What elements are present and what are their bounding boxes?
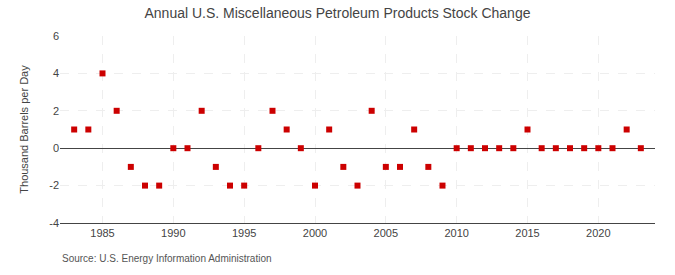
svg-text:2010: 2010 <box>444 227 468 239</box>
svg-text:6: 6 <box>53 30 59 42</box>
svg-text:-4: -4 <box>49 217 59 229</box>
svg-text:2020: 2020 <box>586 227 610 239</box>
svg-text:Thousand Barrels per Day: Thousand Barrels per Day <box>18 65 30 194</box>
svg-text:2: 2 <box>53 105 59 117</box>
svg-text:2015: 2015 <box>515 227 539 239</box>
svg-text:1990: 1990 <box>161 227 185 239</box>
svg-text:1985: 1985 <box>90 227 114 239</box>
svg-text:Source: U.S. Energy Informatio: Source: U.S. Energy Information Administ… <box>62 253 272 264</box>
svg-text:2005: 2005 <box>374 227 398 239</box>
svg-text:1995: 1995 <box>232 227 256 239</box>
svg-text:0: 0 <box>53 142 59 154</box>
svg-text:2000: 2000 <box>303 227 327 239</box>
svg-text:4: 4 <box>53 67 59 79</box>
svg-text:Annual U.S. Miscellaneous Petr: Annual U.S. Miscellaneous Petroleum Prod… <box>145 5 531 21</box>
svg-text:-2: -2 <box>49 179 59 191</box>
